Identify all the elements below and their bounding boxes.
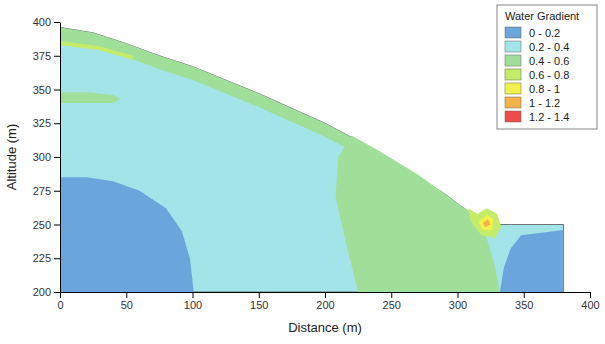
tick-label: 350 (33, 84, 51, 96)
tick-label: 400 (33, 16, 51, 28)
tick: 100 (184, 292, 202, 311)
tick-label: 325 (33, 117, 51, 129)
tick-label: 350 (515, 299, 533, 311)
contour-region (483, 219, 491, 227)
tick-mark (325, 292, 326, 298)
tick-mark (259, 292, 260, 298)
contour-region (468, 208, 501, 238)
tick-mark (126, 292, 127, 298)
tick: 250 (33, 219, 60, 231)
tick-label: 0 (57, 299, 63, 311)
tick-mark (54, 56, 60, 57)
tick-mark (54, 258, 60, 259)
tick: 350 (33, 84, 60, 96)
tick-label: 375 (33, 50, 51, 62)
tick-mark (524, 292, 525, 298)
tick-mark (54, 123, 60, 124)
tick-mark (54, 157, 60, 158)
tick: 300 (449, 292, 467, 311)
tick-label: 200 (316, 299, 334, 311)
tick-mark (54, 292, 60, 293)
tick: 400 (581, 292, 599, 311)
y-axis: 200 225 250 275 300 325 350 375 400 (33, 16, 61, 298)
tick-mark (54, 191, 60, 192)
contour-region (60, 177, 194, 292)
tick: 200 (33, 286, 60, 298)
contour-region (60, 41, 133, 60)
tick-mark (60, 292, 61, 298)
tick-mark (590, 292, 591, 298)
contour-region (479, 215, 494, 230)
legend-swatch (505, 111, 521, 122)
tick-mark (391, 292, 392, 298)
contour-region (60, 92, 121, 103)
tick: 325 (33, 117, 60, 129)
tick: 375 (33, 50, 60, 62)
tick: 300 (33, 151, 60, 163)
tick: 200 (316, 292, 334, 311)
x-axis: 0 50 100 150 200 250 300 350 400 (57, 292, 599, 311)
legend-label: 0.4 - 0.6 (529, 55, 569, 67)
plot: 0 50 100 150 200 250 300 350 400 200 225 250 275 300 3… (33, 16, 600, 311)
legend-swatch (505, 55, 521, 66)
legend-swatch (505, 97, 521, 108)
tick: 275 (33, 185, 60, 197)
legend: Water Gradient 0 - 0.2 0.2 - 0.4 0.4 - 0.6 0… (497, 5, 597, 129)
tick: 350 (515, 292, 533, 311)
tick-label: 275 (33, 185, 51, 197)
legend-label: 0.8 - 1 (529, 83, 560, 95)
legend-label: 1 - 1.2 (529, 97, 560, 109)
contour-region (60, 27, 564, 292)
legend-title: Water Gradient (505, 10, 579, 22)
contour-region (60, 27, 444, 207)
tick-label: 300 (33, 151, 51, 163)
tick-label: 400 (581, 299, 599, 311)
legend-swatch (505, 27, 521, 38)
tick: 150 (250, 292, 268, 311)
legend-label: 0.6 - 0.8 (529, 69, 569, 81)
tick-label: 200 (33, 286, 51, 298)
tick-mark (193, 292, 194, 298)
tick-mark (458, 292, 459, 298)
tick: 0 (57, 292, 63, 311)
tick-label: 50 (121, 299, 133, 311)
tick-label: 100 (184, 299, 202, 311)
tick-label: 250 (383, 299, 401, 311)
y-axis-title: Altitude (m) (4, 124, 19, 190)
tick: 400 (33, 16, 60, 28)
tick: 250 (383, 292, 401, 311)
x-axis-title: Distance (m) (288, 320, 362, 335)
tick-label: 225 (33, 252, 51, 264)
tick: 225 (33, 252, 60, 264)
legend-swatch (505, 41, 521, 52)
legend-swatch (505, 83, 521, 94)
legend-label: 0.2 - 0.4 (529, 41, 569, 53)
tick: 50 (121, 292, 133, 311)
legend-label: 0 - 0.2 (529, 27, 560, 39)
legend-box (497, 5, 597, 129)
tick-mark (54, 225, 60, 226)
legend-swatch (505, 69, 521, 80)
regions (60, 27, 564, 292)
tick-label: 150 (250, 299, 268, 311)
legend-label: 1.2 - 1.4 (529, 111, 569, 123)
tick-label: 250 (33, 219, 51, 231)
tick-mark (54, 22, 60, 23)
chart: 0 50 100 150 200 250 300 350 400 200 225 250 275 300 3… (0, 0, 605, 344)
contour-region (500, 230, 564, 292)
tick-label: 300 (449, 299, 467, 311)
axis-line (60, 23, 61, 293)
tick-mark (54, 90, 60, 91)
